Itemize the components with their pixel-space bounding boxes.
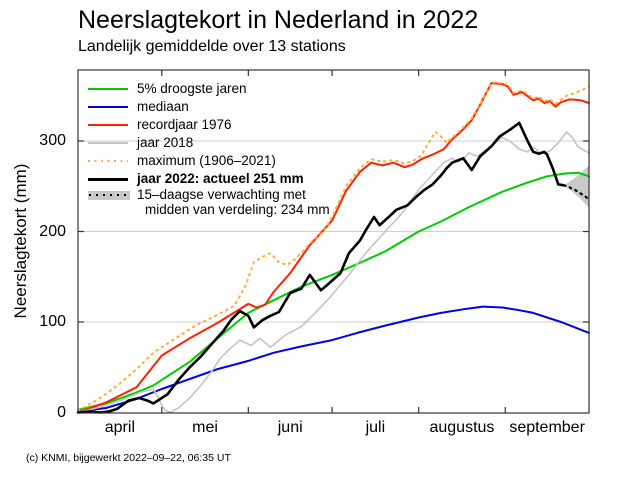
- y-tick-label-300: 300: [39, 132, 66, 149]
- x-month-label-mei: mei: [192, 419, 218, 436]
- y-axis-label: Neerslagtekort (mm): [11, 163, 30, 319]
- orange-dotted-swatch: [88, 160, 128, 162]
- legend-item-recordjaar-1976: recordjaar 1976: [88, 116, 330, 134]
- forecast-band-swatch: [88, 191, 130, 200]
- legend-label: 15–daagse verwachting met midden van ver…: [137, 187, 330, 218]
- legend-item-droogste-jaren: 5% droogste jaren: [88, 80, 330, 98]
- legend-label: jaar 2018: [137, 134, 194, 150]
- series-jaar-2022-actueel-251-mm: [76, 121, 566, 414]
- x-month-label-september: september: [509, 419, 585, 436]
- legend-label: maximum (1906–2021): [137, 152, 276, 168]
- legend-label: recordjaar 1976: [137, 116, 232, 132]
- x-month-label-augustus: augustus: [429, 419, 495, 436]
- copyright-footer: (c) KNMI, bijgewerkt 2022–09–22, 06:35 U…: [26, 452, 231, 464]
- y-tick-label-0: 0: [57, 403, 66, 421]
- legend-label: mediaan: [137, 98, 189, 114]
- blue-line-swatch: [88, 106, 128, 108]
- legend-item-maximum: maximum (1906–2021): [88, 152, 330, 170]
- x-month-label-april: april: [104, 419, 135, 436]
- legend-label: 5% droogste jaren: [137, 80, 247, 96]
- y-tick-label-200: 200: [39, 222, 66, 240]
- series-15-daagse-verwachting-midden-van-verdeling-: [562, 184, 591, 201]
- plot-frame: [77, 69, 590, 414]
- legend-item-verwachting: 15–daagse verwachting met midden van ver…: [88, 187, 330, 218]
- red-line-swatch: [88, 124, 128, 126]
- legend-label: jaar 2022: actueel 251 mm: [137, 170, 304, 186]
- x-month-label-juni: juni: [277, 419, 303, 436]
- legend-label-line2: midden van verdeling: 234 mm: [145, 201, 330, 217]
- black-line-swatch: [88, 177, 128, 181]
- y-tick-label-100: 100: [39, 313, 66, 330]
- series-mediaan: [77, 305, 590, 413]
- forecast-band: [563, 165, 589, 208]
- x-month-label-juli: juli: [365, 419, 386, 436]
- series-maximum-1906-2021-: [77, 81, 590, 412]
- legend-item-mediaan: mediaan: [88, 98, 330, 116]
- legend: 5% droogste jaren mediaan recordjaar 197…: [88, 80, 330, 218]
- legend-item-jaar-2022: jaar 2022: actueel 251 mm: [88, 170, 330, 188]
- series-5-droogste-jaren: [77, 171, 590, 411]
- green-line-swatch: [88, 88, 128, 90]
- legend-label-line1: 15–daagse verwachting met: [137, 187, 306, 202]
- gray-line-swatch: [88, 142, 128, 144]
- chart-title: Neerslagtekort in Nederland in 2022: [78, 6, 479, 34]
- legend-item-jaar-2018: jaar 2018: [88, 134, 330, 152]
- chart-subtitle: Landelijk gemiddelde over 13 stations: [78, 38, 346, 55]
- series-recordjaar-1976: [77, 82, 590, 414]
